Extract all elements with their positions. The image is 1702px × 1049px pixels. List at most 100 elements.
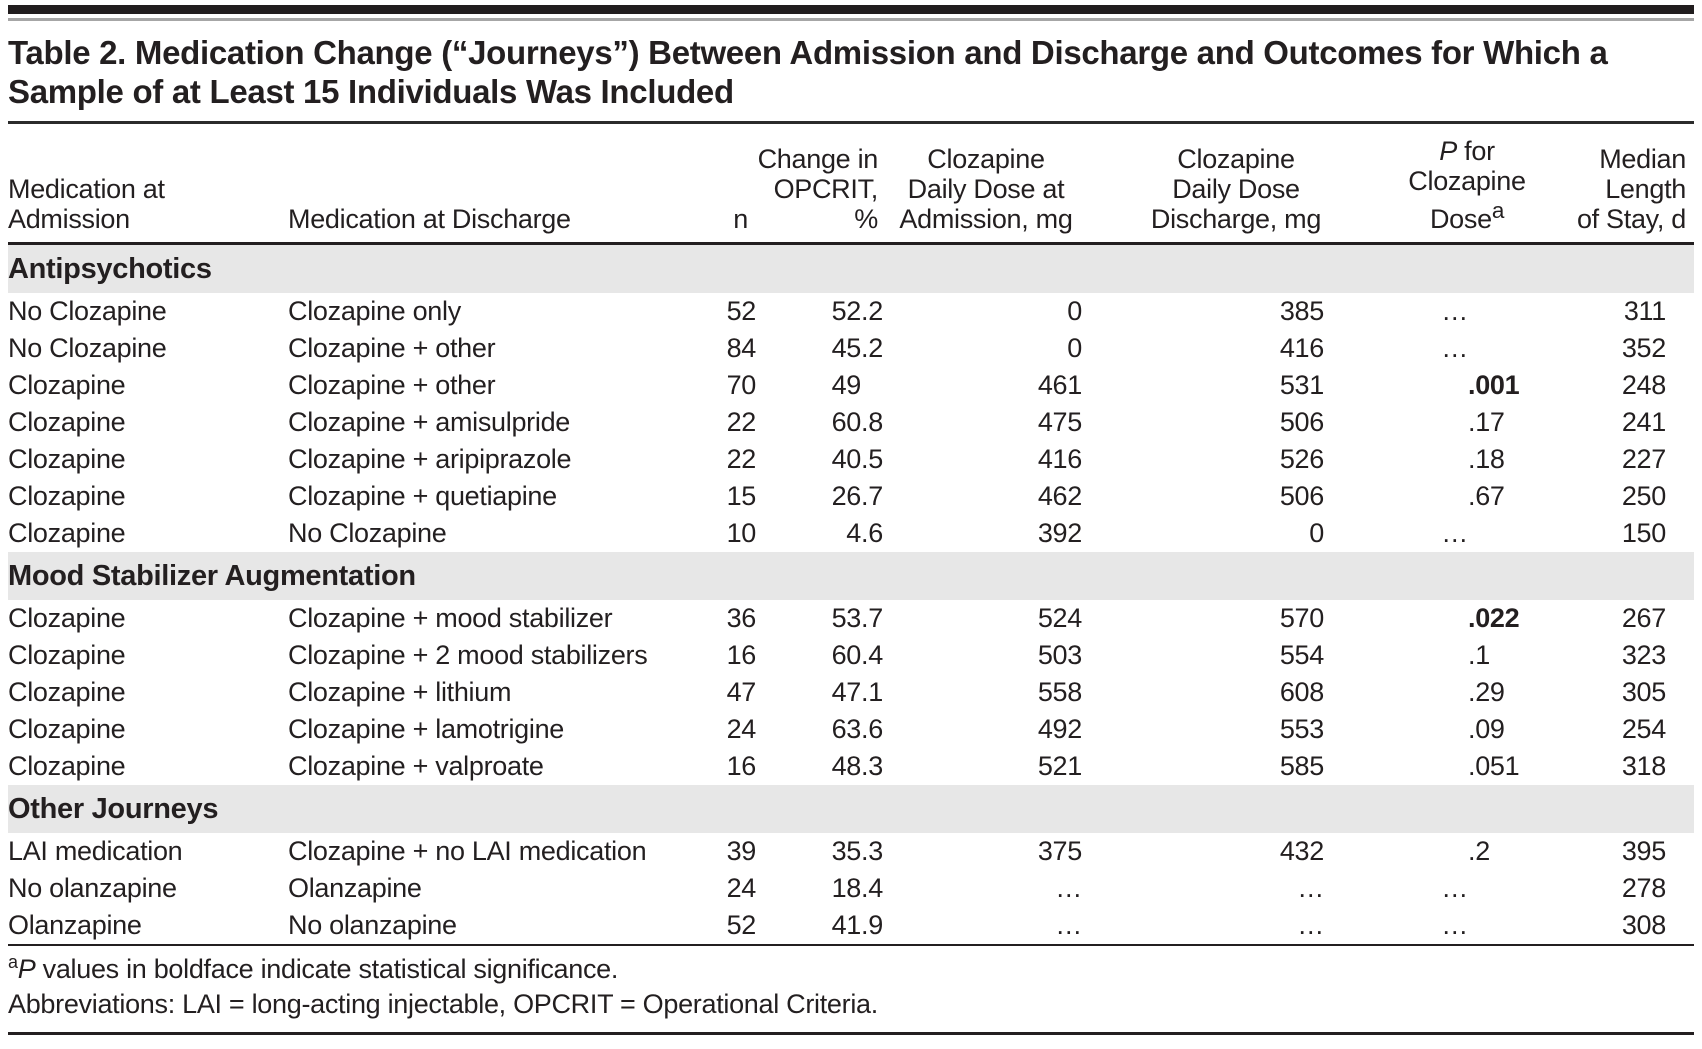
cell-change-in-opcrit: 48.3 [831, 751, 884, 781]
cell-clozapine-daily-dose-discharge: 506 [1279, 481, 1324, 511]
cell-change-in-opcrit: 35.3 [831, 836, 884, 866]
footnote-abbreviations: Abbreviations: LAI = long-acting injecta… [8, 989, 878, 1019]
cell-medication-at-admission: Clozapine [8, 714, 126, 744]
cell-change-in-opcrit: 63.6 [831, 714, 884, 744]
title-divider [8, 121, 1694, 124]
cell-median-length-of-stay: 150 [1621, 518, 1666, 548]
table-row: Clozapine Clozapine + quetiapine 15 26.7 462… [8, 478, 1694, 515]
cell-p-for-clozapine-dose: .09 [1468, 714, 1505, 744]
cell-clozapine-daily-dose-discharge: 531 [1279, 370, 1324, 400]
cell-clozapine-daily-dose-admission: 492 [1037, 714, 1082, 744]
cell-clozapine-daily-dose-admission: 461 [1037, 370, 1082, 400]
cell-medication-at-admission: Clozapine [8, 444, 126, 474]
cell-n: 16 [726, 640, 757, 670]
table-row: No Clozapine Clozapine + other 84 45.2 0 416 …… [8, 330, 1694, 367]
cell-median-length-of-stay: 395 [1621, 836, 1666, 866]
cell-medication-at-admission: Clozapine [8, 751, 126, 781]
cell-medication-at-discharge: Clozapine + other [288, 370, 496, 400]
cell-n: 15 [726, 481, 757, 511]
cell-n: 24 [726, 873, 757, 903]
cell-median-length-of-stay: 254 [1621, 714, 1666, 744]
cell-medication-at-discharge: Olanzapine [288, 873, 422, 903]
section-header-label: Antipsychotics [8, 243, 1694, 293]
table-row: Clozapine Clozapine + aripiprazole 22 40.5 4… [8, 441, 1694, 478]
cell-clozapine-daily-dose-admission: 392 [1037, 518, 1082, 548]
cell-median-length-of-stay: 250 [1621, 481, 1666, 511]
cell-clozapine-daily-dose-admission: 503 [1037, 640, 1082, 670]
cell-medication-at-admission: Clozapine [8, 407, 126, 437]
cell-clozapine-daily-dose-discharge: 0 [1309, 518, 1324, 548]
cell-clozapine-daily-dose-discharge: 554 [1279, 640, 1324, 670]
table-row: No olanzapine Olanzapine 24 18.4 … … … 278 [8, 870, 1694, 907]
cell-median-length-of-stay: 267 [1621, 603, 1666, 633]
cell-change-in-opcrit: 53.7 [831, 603, 884, 633]
cell-change-in-opcrit: 49 [831, 370, 862, 400]
cell-clozapine-daily-dose-discharge: 553 [1279, 714, 1324, 744]
cell-medication-at-admission: Clozapine [8, 481, 126, 511]
table-title: Table 2. Medication Change (“Journeys”) … [8, 34, 1608, 110]
cell-p-for-clozapine-dose: .29 [1468, 677, 1505, 707]
cell-medication-at-admission: LAI medication [8, 836, 183, 866]
table-row: Clozapine Clozapine + lithium 47 47.1 558 608… [8, 674, 1694, 711]
section-header-label: Other Journeys [8, 785, 1694, 833]
column-header-median-length-of-stay: Median Length of Stay, d [1576, 144, 1686, 234]
cell-clozapine-daily-dose-discharge: … [1297, 873, 1324, 903]
cell-median-length-of-stay: 318 [1621, 751, 1666, 781]
column-header-medication-at-admission: Medication at Admission [8, 174, 165, 234]
table-row: Clozapine Clozapine + other 70 49 461 531 .001… [8, 367, 1694, 404]
cell-medication-at-admission: Clozapine [8, 677, 126, 707]
cell-n: 84 [726, 333, 757, 363]
cell-p-for-clozapine-dose: .17 [1468, 407, 1505, 437]
table-row: Clozapine Clozapine + valproate 16 48.3 521 5… [8, 748, 1694, 785]
table-row: Clozapine Clozapine + 2 mood stabilizers 1… [8, 637, 1694, 674]
footnote-marker: a [8, 952, 18, 972]
cell-n: 10 [726, 518, 757, 548]
column-header-p-for-clozapine-dose: P for Clozapine Dosea [1408, 136, 1526, 234]
cell-clozapine-daily-dose-admission: 521 [1037, 751, 1082, 781]
cell-medication-at-admission: Clozapine [8, 370, 126, 400]
cell-clozapine-daily-dose-admission: 475 [1037, 407, 1082, 437]
cell-median-length-of-stay: 308 [1621, 910, 1666, 940]
cell-medication-at-discharge: Clozapine only [288, 296, 461, 326]
cell-change-in-opcrit: 52.2 [831, 296, 884, 326]
cell-clozapine-daily-dose-admission: 558 [1037, 677, 1082, 707]
section-header-row: Mood Stabilizer Augmentation [8, 552, 1694, 600]
column-header-clozapine-daily-dose-discharge: Clozapine Daily Dose Discharge, mg [1150, 144, 1322, 234]
cell-clozapine-daily-dose-discharge: 385 [1279, 296, 1324, 326]
cell-medication-at-admission: No olanzapine [8, 873, 177, 903]
cell-p-for-clozapine-dose: … [1441, 333, 1468, 363]
cell-n: 52 [726, 296, 757, 326]
paper-table-figure: Table 2. Medication Change (“Journeys”) … [0, 5, 1702, 1035]
cell-medication-at-discharge: Clozapine + aripiprazole [288, 444, 572, 474]
cell-n: 39 [726, 836, 757, 866]
cell-medication-at-admission: No Clozapine [8, 296, 167, 326]
cell-p-for-clozapine-dose: .2 [1468, 836, 1490, 866]
cell-medication-at-discharge: Clozapine + lithium [288, 677, 512, 707]
cell-median-length-of-stay: 311 [1623, 296, 1666, 326]
column-header-clozapine-daily-dose-admission: Clozapine Daily Dose at Admission, mg [899, 144, 1073, 234]
cell-change-in-opcrit: 4.6 [846, 518, 883, 548]
top-rule-bar [8, 5, 1694, 14]
cell-medication-at-discharge: Clozapine + mood stabilizer [288, 603, 613, 633]
cell-clozapine-daily-dose-admission: 0 [1067, 333, 1082, 363]
section-header-row: Antipsychotics [8, 243, 1694, 293]
table-row: Olanzapine No olanzapine 52 41.9 … … … 308 [8, 907, 1694, 944]
cell-change-in-opcrit: 41.9 [831, 910, 884, 940]
cell-medication-at-discharge: Clozapine + lamotrigine [288, 714, 565, 744]
data-table: Medication at Admission Medication at Disc… [8, 124, 1694, 944]
column-header-n: n [733, 204, 748, 234]
cell-change-in-opcrit: 18.4 [831, 873, 884, 903]
bottom-rule-bar [8, 1032, 1694, 1035]
cell-p-for-clozapine-dose: .1 [1468, 640, 1490, 670]
table-row: Clozapine No Clozapine 10 4.6 392 0 … 150 [8, 515, 1694, 552]
cell-p-for-clozapine-dose: .18 [1468, 444, 1505, 474]
cell-median-length-of-stay: 352 [1621, 333, 1666, 363]
cell-n: 47 [726, 677, 757, 707]
cell-medication-at-discharge: No Clozapine [288, 518, 447, 548]
cell-clozapine-daily-dose-admission: … [1055, 873, 1082, 903]
cell-median-length-of-stay: 305 [1621, 677, 1666, 707]
top-rule-accent [8, 18, 1694, 21]
cell-medication-at-discharge: Clozapine + other [288, 333, 496, 363]
cell-clozapine-daily-dose-discharge: 506 [1279, 407, 1324, 437]
cell-medication-at-discharge: Clozapine + quetiapine [288, 481, 557, 511]
